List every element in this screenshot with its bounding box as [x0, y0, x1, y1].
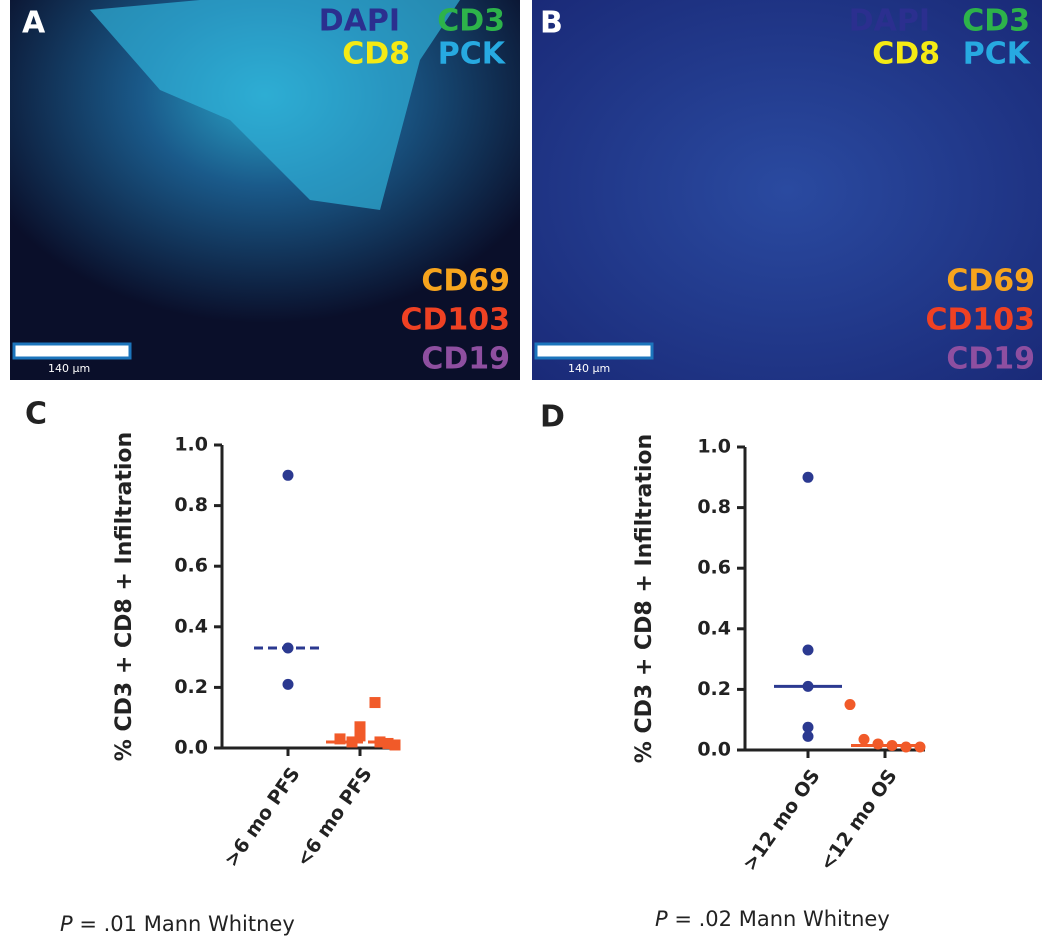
- y-axis-label: % CD3 + CD8 + Infiltration: [632, 434, 657, 763]
- scale-label: 140 µm: [48, 362, 90, 375]
- point: [354, 721, 366, 733]
- stain: CD69: [946, 264, 1035, 299]
- panel-letter: A: [22, 6, 46, 41]
- point: [802, 680, 814, 692]
- y-tick-label: 0.8: [174, 494, 208, 516]
- point: [802, 721, 814, 733]
- point: [802, 644, 814, 656]
- y-tick-label: 0.0: [174, 737, 208, 759]
- point: [844, 699, 856, 711]
- stain: PCK: [438, 37, 507, 72]
- point: [354, 730, 366, 742]
- y-tick-label: 0.0: [697, 739, 731, 761]
- footnote: P = .02 Mann Whitney: [655, 907, 890, 931]
- x-tick-label: <6 mo PFS: [292, 763, 376, 870]
- scale-bar: [12, 342, 132, 360]
- image-a: A DAPI CD3 CD8 PCK CD69 CD103 CD19 140 µ…: [10, 0, 520, 380]
- y-tick-label: 0.6: [174, 555, 208, 577]
- x-tick-label: >12 mo OS: [739, 765, 825, 875]
- stain: DAPI: [849, 4, 930, 39]
- point: [369, 697, 381, 709]
- panel-letter: D: [540, 400, 565, 435]
- image-b: B DAPI CD3 CD8 PCK CD69 CD103 CD19 140 µ…: [532, 0, 1042, 380]
- footnote-text: = .01 Mann Whitney: [79, 912, 294, 936]
- stain: PCK: [963, 37, 1032, 72]
- point: [872, 738, 884, 750]
- point: [389, 739, 401, 751]
- point: [900, 741, 912, 753]
- footnote-text: = .02 Mann Whitney: [674, 907, 889, 931]
- stain: CD8: [872, 37, 940, 72]
- y-tick-label: 1.0: [697, 436, 731, 458]
- stain: CD69: [421, 264, 510, 299]
- tissue: [90, 0, 460, 210]
- stain: CD19: [946, 342, 1035, 377]
- x-tick-label: <12 mo OS: [816, 765, 902, 875]
- stain: CD3: [437, 4, 505, 39]
- point: [282, 642, 294, 654]
- point: [802, 471, 814, 483]
- p-symbol: P: [60, 912, 73, 936]
- point: [282, 678, 294, 690]
- point: [382, 737, 394, 749]
- point: [282, 469, 294, 481]
- point: [802, 730, 814, 742]
- x-tick-label: >6 mo PFS: [220, 763, 304, 870]
- stain: CD8: [342, 37, 410, 72]
- point: [334, 733, 346, 745]
- point: [374, 736, 386, 748]
- y-tick-label: 0.6: [697, 557, 731, 579]
- y-tick-label: 0.4: [697, 617, 731, 639]
- point: [914, 741, 926, 753]
- y-tick-label: 0.8: [697, 496, 731, 518]
- y-tick-label: 0.4: [174, 615, 208, 637]
- micrograph: [532, 0, 1042, 380]
- stain: CD19: [421, 342, 510, 377]
- y-axis-label: % CD3 + CD8 + Infiltration: [112, 432, 137, 761]
- stain: CD3: [962, 4, 1030, 39]
- charts: C % CD3 + CD8 + Infiltration 0.0 0.2 0.4 0.6 0…: [25, 397, 926, 936]
- p-symbol: P: [655, 907, 668, 931]
- point: [886, 739, 898, 751]
- point: [346, 736, 358, 748]
- stain: DAPI: [319, 4, 400, 39]
- stain: CD103: [400, 303, 510, 338]
- panel-letter: B: [540, 6, 563, 41]
- scale-label: 140 µm: [568, 362, 610, 375]
- y-tick-label: 0.2: [697, 678, 731, 700]
- point: [858, 733, 870, 745]
- y-tick-label: 1.0: [174, 434, 208, 456]
- footnote: P = .01 Mann Whitney: [60, 912, 295, 936]
- panel-letter: C: [25, 397, 47, 432]
- y-tick-label: 0.2: [174, 676, 208, 698]
- stain: CD103: [925, 303, 1035, 338]
- scale-bar: [534, 342, 654, 360]
